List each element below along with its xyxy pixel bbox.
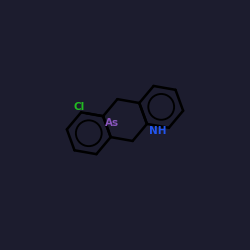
Text: As: As xyxy=(105,118,119,128)
Text: Cl: Cl xyxy=(74,102,85,112)
Text: NH: NH xyxy=(149,126,166,136)
